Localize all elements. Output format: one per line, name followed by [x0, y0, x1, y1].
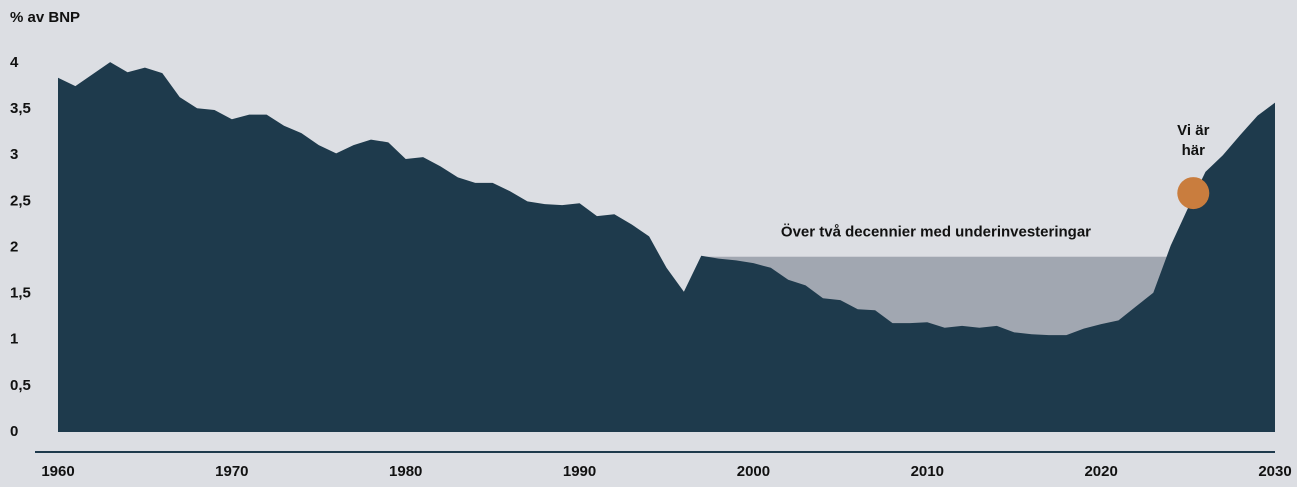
x-tick-label: 2030 [1258, 463, 1291, 480]
x-tick-label: 1960 [41, 463, 74, 480]
y-axis-label: % av BNP [10, 9, 80, 26]
x-tick-label: 1970 [215, 463, 248, 480]
x-tick-label: 2020 [1084, 463, 1117, 480]
y-tick-label: 0 [10, 423, 18, 440]
y-tick-label: 2,5 [10, 192, 31, 209]
y-tick-label: 0,5 [10, 377, 31, 394]
y-tick-label: 4 [10, 54, 19, 71]
marker-label: Vi är [1177, 122, 1209, 139]
x-tick-label: 1980 [389, 463, 422, 480]
y-tick-label: 2 [10, 238, 18, 255]
marker-label: här [1182, 142, 1206, 159]
x-tick-label: 1990 [563, 463, 596, 480]
y-tick-label: 1 [10, 331, 18, 348]
y-tick-label: 3,5 [10, 100, 31, 117]
y-tick-label: 1,5 [10, 285, 31, 302]
y-tick-label: 3 [10, 146, 18, 163]
x-tick-label: 2000 [737, 463, 770, 480]
area [58, 62, 1275, 432]
marker [1177, 177, 1210, 210]
gap-label: Över två decennier med underinvesteringa… [781, 224, 1091, 241]
x-tick-label: 2010 [911, 463, 944, 480]
